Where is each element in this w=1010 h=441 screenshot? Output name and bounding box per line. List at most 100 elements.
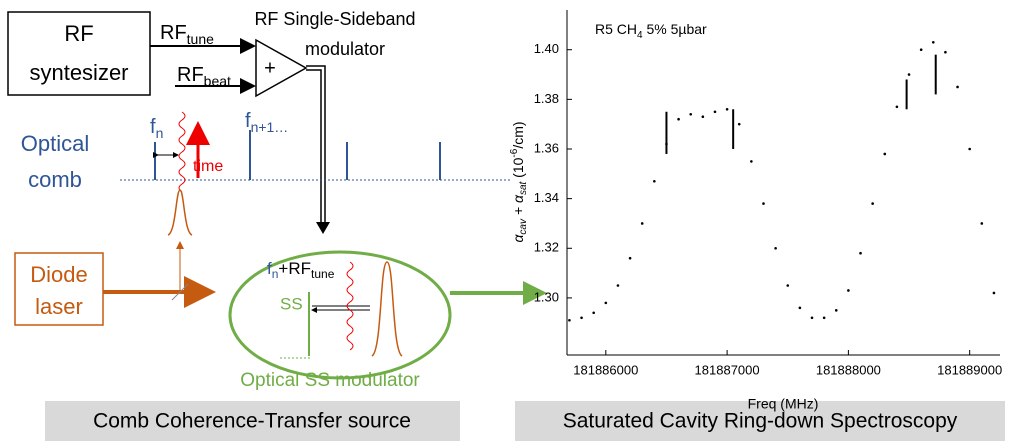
data-point bbox=[883, 152, 887, 156]
text: f bbox=[245, 110, 251, 132]
text: cav bbox=[518, 218, 529, 235]
double-line bbox=[306, 65, 326, 225]
data-point bbox=[689, 112, 693, 116]
data-point bbox=[810, 316, 814, 320]
y-tick-label: 1.30 bbox=[534, 289, 559, 304]
footer-label: Comb Coherence-Transfer source bbox=[93, 410, 411, 433]
text: (10 bbox=[510, 157, 526, 181]
data-point bbox=[956, 85, 959, 89]
text: /cm) bbox=[510, 121, 526, 148]
text: tune bbox=[187, 31, 214, 47]
text: RF bbox=[160, 22, 187, 44]
fn-rf: fn+RFtune bbox=[267, 259, 335, 281]
footer-box bbox=[45, 401, 460, 441]
data-point bbox=[750, 160, 753, 163]
data-point bbox=[847, 289, 850, 292]
text: 4 bbox=[637, 30, 643, 41]
rf-beat: RFbeat bbox=[177, 64, 231, 88]
data-point bbox=[822, 316, 826, 320]
data-point bbox=[786, 284, 790, 287]
ss-ellipse bbox=[228, 250, 452, 380]
diode-label: Diode bbox=[30, 262, 87, 287]
time-label: time bbox=[193, 158, 223, 175]
text: + α bbox=[510, 194, 526, 219]
y-tick-label: 1.40 bbox=[534, 41, 559, 56]
data-point bbox=[604, 301, 608, 305]
footer-box bbox=[515, 401, 1005, 441]
y-tick-label: 1.32 bbox=[534, 240, 559, 255]
fn1: fn+1… bbox=[245, 110, 288, 134]
data-point bbox=[859, 251, 862, 255]
y-tick-label: 1.36 bbox=[534, 140, 559, 155]
data-point bbox=[701, 115, 705, 119]
x-tick-label: 181889000 bbox=[937, 362, 1002, 377]
pulse bbox=[371, 261, 403, 357]
x-tick-label: 181886000 bbox=[573, 362, 638, 377]
comb-label: comb bbox=[28, 167, 82, 192]
data-point bbox=[907, 73, 911, 76]
arrow-head bbox=[316, 222, 330, 234]
data-point bbox=[640, 222, 644, 225]
data-point bbox=[568, 318, 571, 322]
comb-teeth bbox=[154, 130, 441, 180]
data-point bbox=[944, 50, 947, 54]
data-point bbox=[725, 107, 729, 111]
rf-label: RF bbox=[64, 21, 93, 46]
data-point bbox=[762, 202, 765, 205]
data-point bbox=[580, 316, 583, 320]
text: α bbox=[510, 234, 526, 243]
text: sat bbox=[518, 180, 529, 195]
text: tune bbox=[311, 267, 335, 281]
text: n+1… bbox=[251, 119, 289, 135]
data-point bbox=[616, 284, 620, 287]
data-point bbox=[834, 309, 838, 312]
data-point bbox=[992, 291, 996, 295]
text: n bbox=[272, 267, 279, 281]
text: beat bbox=[204, 73, 231, 89]
text: +RF bbox=[278, 259, 311, 278]
ssb-label: RF Single-Sideband bbox=[254, 9, 415, 29]
data-point bbox=[931, 40, 935, 44]
text: RF bbox=[177, 64, 204, 86]
beat-wave bbox=[346, 261, 354, 351]
data-point bbox=[737, 122, 741, 126]
plus: + bbox=[264, 57, 276, 79]
data-point bbox=[774, 246, 777, 250]
data-point bbox=[653, 179, 656, 183]
x-tick-label: 181888000 bbox=[816, 362, 881, 377]
text: 5% 5µbar bbox=[643, 21, 707, 37]
modulator-triangle bbox=[255, 38, 308, 98]
comb-label: Optical bbox=[21, 131, 89, 156]
ss-modulator-label: Optical SS modulator bbox=[240, 370, 420, 391]
diode-box bbox=[14, 252, 104, 326]
text: n bbox=[156, 125, 164, 141]
text: f bbox=[150, 116, 156, 138]
x-axis-label: Freq (MHz) bbox=[748, 396, 819, 412]
fn: fn bbox=[150, 116, 163, 140]
ss-label: SS bbox=[280, 294, 303, 313]
footer-label: Saturated Cavity Ring-down Spectroscopy bbox=[563, 410, 958, 433]
data-point bbox=[592, 311, 595, 315]
diode-label: laser bbox=[35, 294, 83, 319]
y-tick-label: 1.34 bbox=[534, 190, 559, 205]
rf-box bbox=[7, 11, 151, 96]
y-axis-label: αcav + αsat (10-6/cm) bbox=[509, 121, 529, 242]
y-tick-label: 1.38 bbox=[534, 91, 559, 106]
data-point bbox=[628, 256, 632, 260]
beat-wave bbox=[178, 111, 186, 193]
data-point bbox=[968, 147, 971, 151]
pulse bbox=[167, 189, 193, 236]
text: R5 CH bbox=[595, 21, 637, 37]
ssb-label: modulator bbox=[305, 39, 385, 59]
data-point bbox=[919, 48, 923, 52]
annotation: R5 CH4 5% 5µbar bbox=[595, 21, 707, 41]
beam-splitter bbox=[171, 283, 189, 301]
text: f bbox=[267, 259, 272, 278]
data-point bbox=[871, 202, 874, 205]
data-point bbox=[713, 110, 717, 114]
data-point bbox=[798, 306, 802, 310]
data-point bbox=[980, 222, 984, 225]
data-point bbox=[677, 117, 680, 121]
rf-label: syntesizer bbox=[29, 60, 128, 85]
